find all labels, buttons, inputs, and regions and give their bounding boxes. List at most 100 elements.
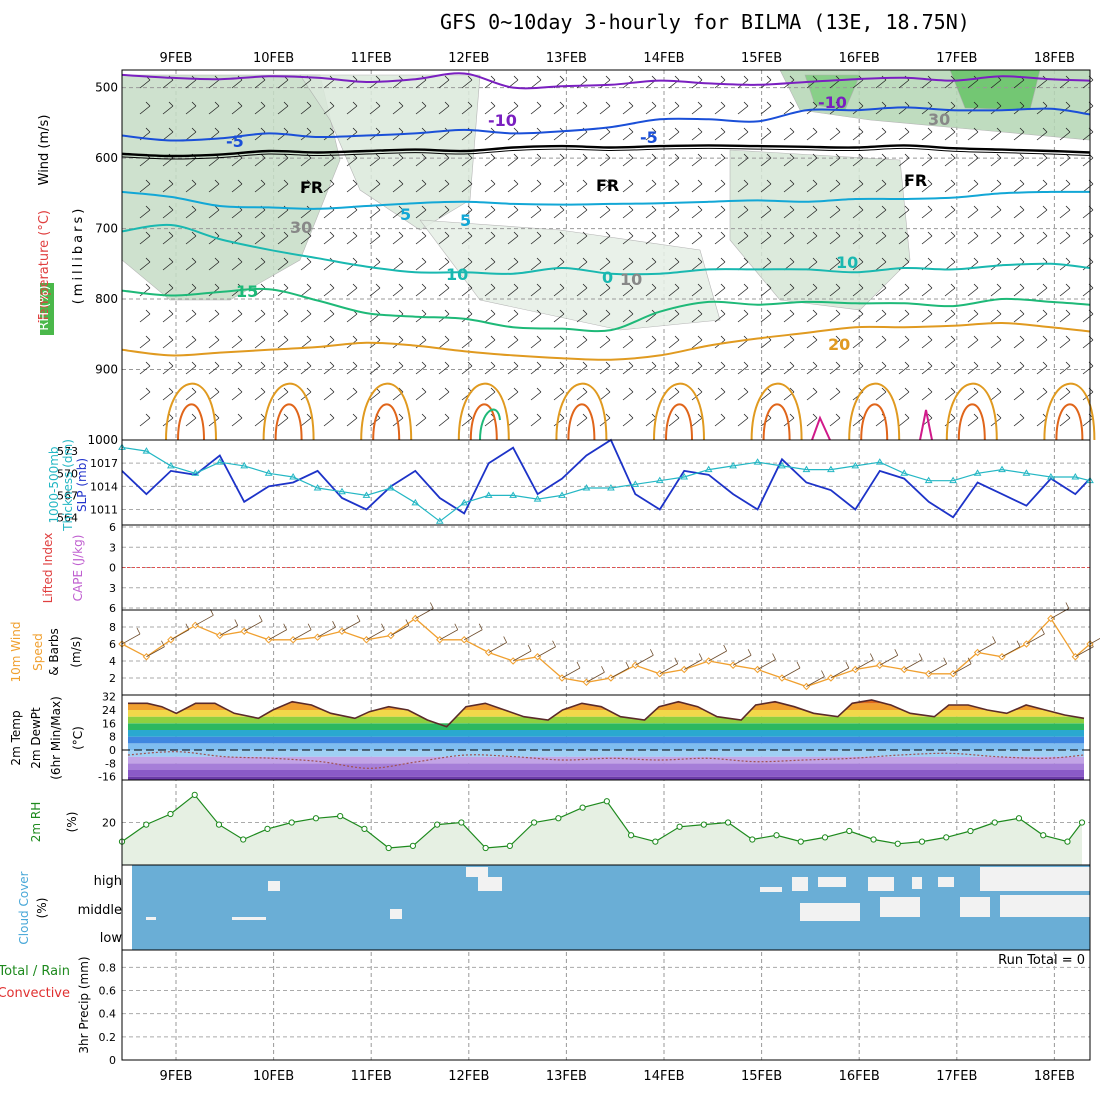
wind-barb [1082,283,1094,297]
wind-barb [553,283,565,297]
wind-barb [1036,127,1048,141]
wind-barb [944,153,956,167]
wind-barb [369,361,381,375]
wind-barb [714,101,726,115]
wind-barb [392,257,404,271]
rh2m-marker [821,834,829,841]
wind-barb [829,257,841,271]
wind10-barb [610,661,630,679]
wind-barb [921,387,933,401]
wind-barb [530,231,542,245]
wind-barb [277,413,289,427]
thickness-marker [362,491,371,498]
wind-barb [668,283,680,297]
label-rh2m-unit: (%) [65,812,79,833]
wind-barb [415,231,427,245]
temp-contour-25 [165,382,217,441]
wind-barb [875,309,887,323]
temp-color-band [128,776,1084,780]
wind10-barb [512,644,532,662]
cloud-level-label: high [94,874,122,889]
thickness-marker [900,469,909,476]
wind-barb [576,335,588,349]
rh2m-marker [967,827,974,835]
wind-barb [231,413,243,427]
wind-barb [852,153,864,167]
temp-color-band [128,743,1084,750]
wind-barb [208,387,220,401]
wind-barb [622,335,634,349]
wind-barb [438,205,450,219]
rh2m-marker [1015,815,1023,822]
slp-tick-label: 1017 [90,457,118,470]
wind-barb [852,335,864,349]
rh2m-tick-label: 20 [102,817,116,830]
wind-barb [461,335,473,349]
rh2m-marker [603,798,610,805]
temp-color-band [128,756,1084,764]
wind-barb [530,101,542,115]
wind10-barb [195,609,214,626]
wind-barb [461,413,473,427]
wind-barb [921,101,933,115]
wind-barb [714,387,726,401]
temp-contour-25 [848,382,901,441]
wind-barb [530,179,542,193]
wind-barb [185,179,197,193]
wind-barb [277,335,289,349]
wind-barb [576,413,588,427]
wind-barb [139,257,151,271]
wind-barb [691,413,703,427]
wind10-barb [561,661,581,679]
contour-label: -10 [818,93,847,112]
wind-barb [1059,153,1071,167]
wind10-tick-label: 6 [109,638,116,651]
wind-barb [783,153,795,167]
rh2m-marker [288,819,295,826]
wind-barb [484,335,496,349]
upper-wind-barbs [139,75,1094,427]
wind-barb [461,257,473,271]
wind-barb [645,205,657,219]
date-label-bottom: 14FEB [643,1069,684,1084]
wind-barb [829,283,841,297]
wind-barb [1013,127,1025,141]
wind-barb [599,283,611,297]
wind-barb [806,205,818,219]
wind-barb [576,283,588,297]
wind-barb [1082,361,1094,375]
wind-barb [1036,387,1048,401]
wind-barb [898,361,910,375]
wind-barb [162,387,174,401]
wind-barb [438,153,450,167]
wind-barb [622,413,634,427]
wind-barb [1059,231,1071,245]
wind-barb [1059,309,1071,323]
label-precip-legend1: Total / Rain [0,964,70,979]
wind-barb [1036,179,1048,193]
thickness-marker [631,480,640,487]
wind-barb [576,179,588,193]
temp-contour-10 [121,223,1091,276]
wind-barb [300,361,312,375]
wind-barb [622,101,634,115]
temp-contour-30 [860,403,889,441]
wind-barb [461,283,473,297]
wind-barb [760,127,772,141]
rh2m-marker [749,836,756,843]
wind-barb [737,153,749,167]
wind-barb [1036,309,1048,323]
wind-barb [760,153,772,167]
date-label-top: 13FEB [546,51,587,66]
wind-barb [967,283,979,297]
temp-contour-25 [555,382,608,441]
wind-barb [162,101,174,115]
wind-barb [1059,179,1071,193]
wind-barb [714,179,726,193]
rh2m-fill [122,794,1082,865]
rh2m-marker [191,791,198,798]
wind-barb [921,153,933,167]
wind-barb [484,205,496,219]
wind-barb [599,205,611,219]
